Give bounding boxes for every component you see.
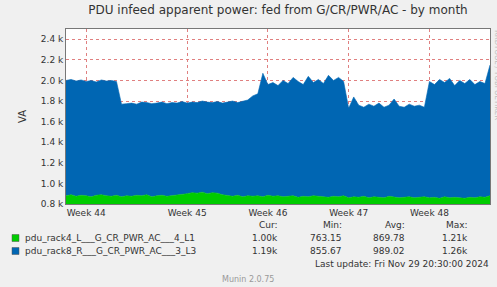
svg-text:VA: VA <box>17 110 28 123</box>
svg-text:1.26k: 1.26k <box>442 246 468 256</box>
svg-text:763.15: 763.15 <box>310 233 342 243</box>
svg-text:Max:: Max: <box>446 220 468 230</box>
svg-text:pdu_rack8_R___G_CR_PWR_AC___3_: pdu_rack8_R___G_CR_PWR_AC___3_L3 <box>25 246 196 256</box>
svg-text:1.8 k: 1.8 k <box>41 96 64 106</box>
svg-text:Cur:: Cur: <box>259 220 278 230</box>
svg-text:2.0 k: 2.0 k <box>41 76 64 86</box>
svg-text:Week 44: Week 44 <box>67 208 106 218</box>
svg-text:Munin 2.0.75: Munin 2.0.75 <box>222 275 274 284</box>
svg-text:Week 48: Week 48 <box>410 208 449 218</box>
svg-text:0.8 k: 0.8 k <box>41 199 64 209</box>
svg-text:Last update: Fri Nov 29 20:30:: Last update: Fri Nov 29 20:30:00 2024 <box>315 259 489 269</box>
svg-text:855.67: 855.67 <box>310 246 342 256</box>
svg-text:869.78: 869.78 <box>373 233 405 243</box>
svg-text:PDU infeed apparent power: fed: PDU infeed apparent power: fed from G/CR… <box>88 3 467 17</box>
svg-text:1.21k: 1.21k <box>442 233 468 243</box>
svg-text:Min:: Min: <box>323 220 342 230</box>
svg-text:Week 46: Week 46 <box>248 208 287 218</box>
svg-text:1.2 k: 1.2 k <box>41 158 64 168</box>
svg-text:1.4 k: 1.4 k <box>41 137 64 147</box>
svg-text:1.00k: 1.00k <box>252 233 278 243</box>
svg-text:1.6 k: 1.6 k <box>41 117 64 127</box>
svg-text:RRDTOOL / TOBI OETIKER: RRDTOOL / TOBI OETIKER <box>493 30 497 120</box>
svg-text:2.2 k: 2.2 k <box>41 55 64 65</box>
svg-text:2.4 k: 2.4 k <box>41 34 64 44</box>
svg-text:Avg:: Avg: <box>385 220 405 230</box>
svg-text:989.02: 989.02 <box>373 246 405 256</box>
svg-text:Week 45: Week 45 <box>168 208 207 218</box>
svg-text:1.19k: 1.19k <box>252 246 278 256</box>
svg-text:Week 47: Week 47 <box>329 208 368 218</box>
svg-text:1.0 k: 1.0 k <box>41 179 64 189</box>
svg-text:pdu_rack4_L___G_CR_PWR_AC___4_: pdu_rack4_L___G_CR_PWR_AC___4_L1 <box>25 233 195 243</box>
